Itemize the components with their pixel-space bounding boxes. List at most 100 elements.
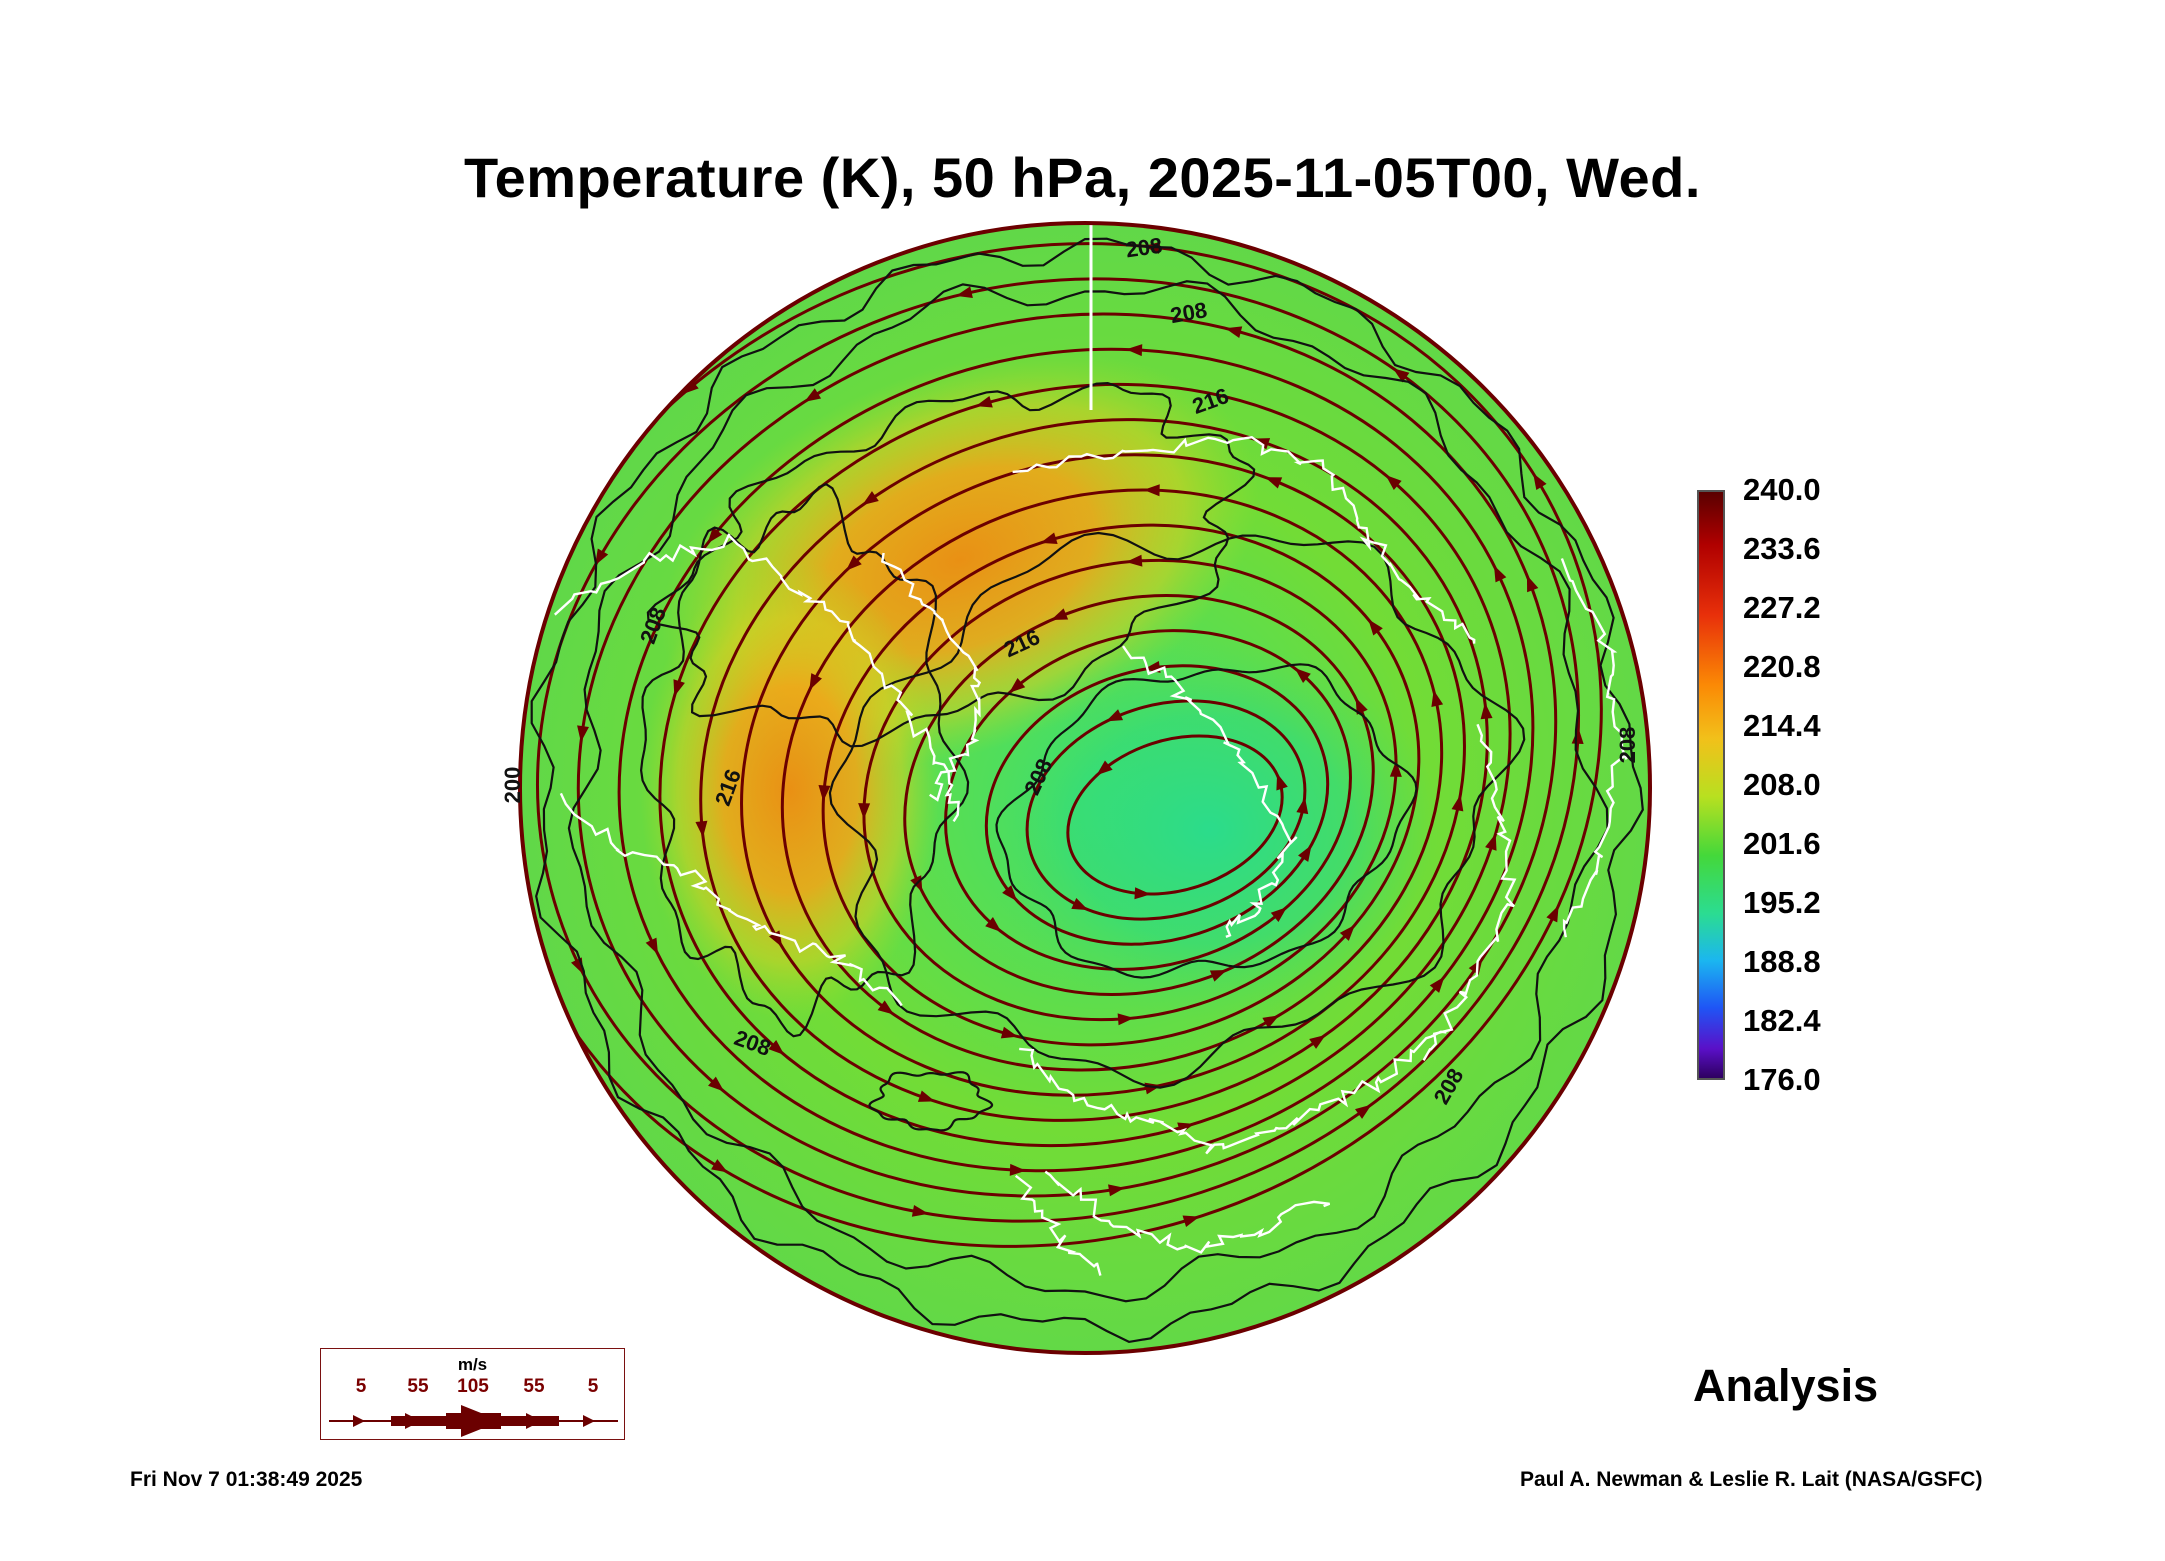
coastline-segment <box>1044 1170 1331 1254</box>
isotherm <box>639 482 970 1038</box>
colorbar-tick-label: 182.4 <box>1743 1003 1821 1038</box>
wind-speed-legend: m/s 5 55 105 55 5 <box>320 1348 625 1440</box>
isotherm <box>995 663 1418 979</box>
flow-arrow <box>1309 1034 1326 1049</box>
streamline <box>658 382 1512 1148</box>
flow-arrow <box>1526 575 1539 593</box>
colorbar-tick-label: 233.6 <box>1743 531 1821 566</box>
flow-arrow <box>1071 897 1089 911</box>
flow-arrow <box>911 1204 929 1217</box>
flow-arrow <box>1296 797 1309 815</box>
wind-legend-value: 5 <box>587 1376 599 1397</box>
streamline <box>536 277 1580 1223</box>
flow-arrow <box>917 1090 935 1102</box>
flow-arrow <box>1368 619 1383 636</box>
flow-arrow <box>1493 565 1507 583</box>
flow-arrow <box>1009 678 1026 693</box>
colorbar-tick-label: 201.6 <box>1743 826 1821 861</box>
map-rim <box>518 221 1652 1355</box>
streamline <box>576 312 1558 1198</box>
isotherm <box>567 280 1609 1303</box>
coastline-segment <box>1122 645 1298 939</box>
colorbar-tick-label: 214.4 <box>1743 708 1821 743</box>
flow-arrow <box>1125 554 1143 567</box>
flow-arrow <box>809 673 822 691</box>
coastline-segment <box>1014 1174 1102 1276</box>
flow-arrow <box>1000 1026 1018 1039</box>
flow-arrow <box>975 395 993 408</box>
flow-arrow <box>845 555 862 571</box>
colorbar-tick-label: 240.0 <box>1743 472 1821 507</box>
flow-arrow <box>862 491 879 506</box>
flow-arrow <box>1134 887 1151 900</box>
isotherm <box>530 237 1644 1344</box>
streamline <box>699 418 1489 1122</box>
wind-legend-unit: m/s <box>457 1355 488 1374</box>
flow-arrow <box>1096 760 1113 776</box>
flow-arrow <box>577 725 589 743</box>
flow-arrow <box>1270 907 1287 922</box>
flow-arrow <box>1009 1163 1026 1176</box>
wind-legend-arrows <box>329 1405 618 1437</box>
colorbar <box>1697 490 1725 1080</box>
flow-arrow <box>595 548 609 566</box>
flow-arrow <box>695 820 708 838</box>
flow-arrow <box>1265 477 1283 489</box>
flow-arrow <box>768 1040 785 1055</box>
wind-legend-value: 55 <box>407 1376 429 1397</box>
flow-arrow <box>1143 484 1160 497</box>
contour-label: 200 <box>500 767 525 804</box>
map-title: Temperature (K), 50 hPa, 2025-11-05T00, … <box>464 146 1701 209</box>
contour-label: 208 <box>1615 727 1640 764</box>
wind-legend-value: 5 <box>355 1376 367 1397</box>
colorbar-tick-label: 188.8 <box>1743 944 1821 979</box>
wind-legend-value: 55 <box>523 1376 545 1397</box>
coastlines <box>553 435 1628 1276</box>
flow-arrow <box>1431 690 1444 708</box>
flow-arrow <box>1480 702 1493 720</box>
credit-line: Paul A. Newman & Leslie R. Lait (NASA/GS… <box>1520 1468 1983 1491</box>
flow-arrow <box>955 286 973 299</box>
flow-arrow <box>1262 1015 1280 1029</box>
flow-arrow <box>682 379 699 395</box>
flow-arrow <box>1209 969 1227 982</box>
colorbar-tick-label: 176.0 <box>1743 1062 1821 1097</box>
temperature-contours <box>530 237 1644 1344</box>
flow-arrow <box>707 527 723 544</box>
flow-arrow <box>1392 368 1410 383</box>
flow-arrow <box>1571 727 1584 745</box>
flow-arrow <box>645 937 659 955</box>
streamline <box>903 593 1375 997</box>
coastline-segment <box>1422 723 1517 1061</box>
flow-arrow <box>1108 1184 1125 1197</box>
streamline <box>1025 699 1307 921</box>
colorbar-tick-label: 220.8 <box>1743 649 1821 684</box>
flow-arrow <box>708 1076 725 1092</box>
streamline <box>617 347 1535 1173</box>
flow-arrow <box>711 1159 728 1173</box>
colorbar-tick-label: 208.0 <box>1743 767 1821 802</box>
flow-arrow <box>1533 473 1547 491</box>
isotherm <box>828 531 1526 1089</box>
flow-arrow <box>877 1000 895 1015</box>
flow-arrow <box>1051 608 1069 621</box>
generated-timestamp: Fri Nov 7 01:38:49 2025 <box>130 1468 363 1491</box>
flow-arrow <box>1389 760 1402 777</box>
streamline <box>984 664 1330 946</box>
flow-arrow <box>1225 326 1243 339</box>
coastline-segment <box>1560 558 1628 938</box>
coastline-segment <box>553 533 960 823</box>
flow-arrow <box>1002 885 1018 902</box>
analysis-badge: Analysis <box>1693 1360 1879 1411</box>
flow-arrow <box>818 784 831 802</box>
colorbar-tick-label: 195.2 <box>1743 885 1821 920</box>
flow-arrow <box>1276 773 1288 791</box>
flow-arrow <box>673 679 685 697</box>
flow-arrow <box>1105 709 1124 722</box>
cold-region-pole <box>980 640 1440 1020</box>
streamline <box>944 629 1352 971</box>
coastline-segment <box>1012 435 1476 644</box>
isotherm <box>868 1071 994 1132</box>
flow-arrow <box>1451 794 1464 812</box>
